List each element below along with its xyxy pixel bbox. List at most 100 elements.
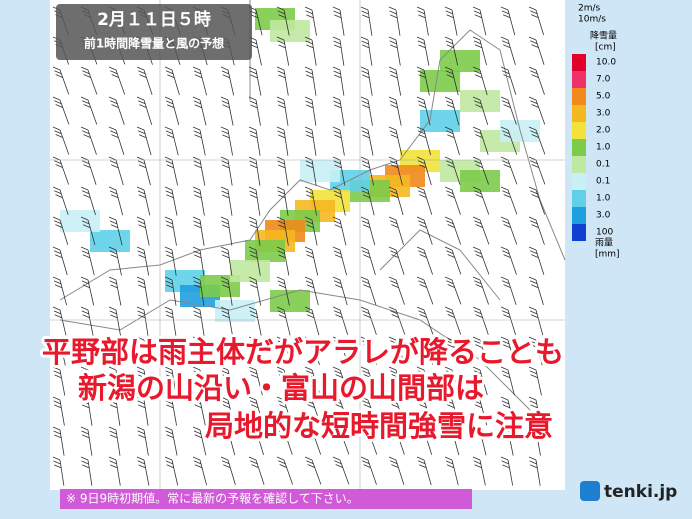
wind-legend-large: 10m/s [578,15,606,25]
headline-line: 新潟の山沿い・富山の山間部は [78,371,484,405]
wind-barb [332,36,345,66]
wind-barb [472,276,489,305]
wind-barb [388,186,404,216]
wind-barb [388,96,402,126]
wind-barb [108,156,124,186]
wind-barb [136,336,149,366]
wind-barb [472,426,487,456]
precip-cell [270,20,310,42]
wind-barb [248,36,262,66]
wind-barb [444,96,460,126]
legend-swatch [572,207,586,224]
wind-barb [304,66,317,96]
wind-barb [52,426,65,456]
wind-barb [164,66,180,96]
wind-barb [528,126,546,155]
wind-barb [52,456,65,486]
wind-barb [220,336,234,366]
wind-barb [108,96,125,125]
wind-barb [164,366,177,396]
wind-barb [164,396,177,426]
wind-barb [164,426,178,456]
wind-barb [108,276,122,306]
wind-barb [276,456,293,485]
wind-barb [136,66,153,95]
wind-barb [416,306,434,335]
wind-barb [52,66,70,95]
wind-barb [80,126,97,155]
wind-barb [444,456,459,486]
wind-barb [52,126,70,155]
wind-barb [192,336,205,366]
wind-barb [528,6,544,36]
wind-barb [360,456,377,485]
wind-barb [388,36,401,66]
wind-legend-small: 2m/s [578,4,601,14]
wind-barb [528,366,542,396]
wind-barb [416,396,433,425]
wind-barb [248,276,262,306]
legend-swatch [572,173,586,190]
wind-barb [416,36,430,66]
headline-line: 局地的な短時間強雪に注意 [205,409,553,443]
wind-barb [164,276,177,306]
wind-barb [136,366,149,396]
wind-barb [276,126,289,156]
wind-barb [416,246,433,275]
legend-label: 5.0 [596,92,611,102]
wind-barb [472,336,489,365]
wind-barb [500,36,516,66]
wind-barb [52,276,67,306]
wind-barb [108,456,121,486]
wind-barb [276,426,293,455]
legend-swatch [572,122,586,139]
legend-swatch [572,54,586,71]
rain-legend-title: 雨量 [595,238,613,249]
wind-barb [332,246,347,276]
wind-barb [220,456,236,486]
wind-barb [360,336,378,365]
wind-barb [304,96,317,126]
wind-barb [500,96,517,125]
wind-barb [80,156,97,185]
wind-barb [388,396,406,425]
wind-barb [192,246,205,276]
wind-barb [80,216,96,246]
legend-label: 0.1 [596,177,610,187]
wind-barb [472,306,489,335]
wind-barb [304,6,317,36]
wind-barb [472,216,490,245]
wind-barb [248,186,261,216]
wind-barb [304,366,321,395]
wind-barb [500,366,515,396]
wind-barb [388,246,405,275]
wind-barb [304,126,317,156]
wind-barb [332,366,349,395]
wind-barb [52,216,69,245]
legend-label: 3.0 [596,109,611,119]
wind-barb [472,366,488,396]
wind-barb [360,216,376,246]
wind-barb [416,216,433,245]
precip-cell [60,210,100,232]
wind-barb [80,456,93,486]
wind-barb [220,246,233,276]
wind-barb [192,156,206,186]
legend-label: 3.0 [596,211,611,221]
wind-barb [332,216,347,246]
wind-barb [388,126,403,156]
wind-barb [332,156,346,186]
wind-barb [472,156,489,185]
wind-barb [444,336,461,365]
wind-barb [360,306,377,335]
wind-barb [276,366,292,396]
wind-barb [52,246,68,276]
wind-barb [164,126,179,156]
wind-barb [304,36,317,66]
wind-barb [192,306,205,336]
wind-barb [248,66,262,96]
wind-barb [444,186,461,215]
precip-cell [300,160,340,182]
wind-barb [388,426,405,455]
